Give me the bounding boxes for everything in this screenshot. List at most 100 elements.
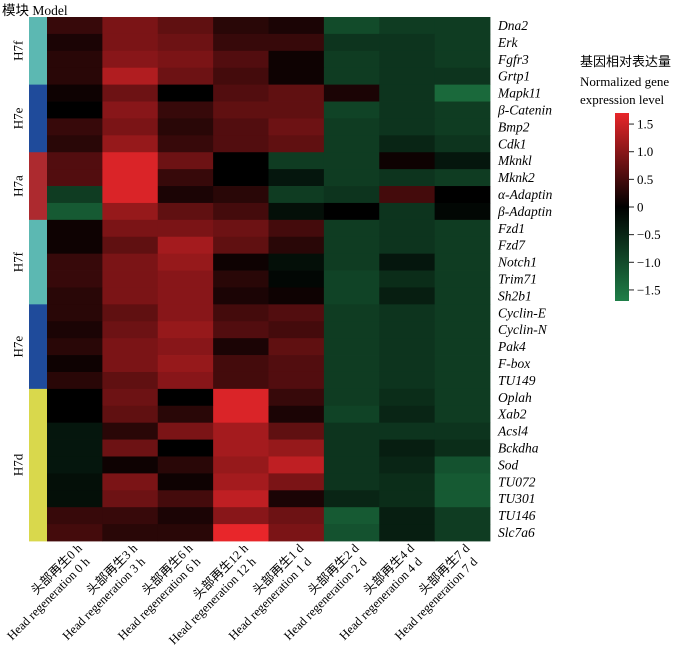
heatmap-cell (213, 388, 269, 407)
heatmap-cell (213, 67, 269, 86)
heatmap-cell (157, 270, 214, 288)
heatmap-cell (102, 17, 159, 35)
heatmap-cell (379, 33, 436, 52)
heatmap-cell (323, 135, 380, 153)
gene-label: Grtp1 (498, 69, 530, 84)
gene-label: α-Adaptin (498, 187, 553, 202)
heatmap-cell (213, 456, 269, 474)
module-label: H7a (11, 175, 26, 197)
heatmap-cell (434, 236, 491, 255)
heatmap-cell (434, 135, 491, 153)
heatmap-cell (47, 321, 103, 339)
module-label: H7f (11, 251, 26, 272)
heatmap-cell (157, 236, 214, 255)
heatmap-cell (47, 287, 103, 305)
heatmap-cell (157, 17, 214, 35)
heatmap-cell (434, 338, 491, 356)
heatmap-cell (379, 524, 436, 542)
heatmap-cell (379, 118, 436, 136)
heatmap-cell (268, 371, 325, 390)
module-label: H7e (11, 107, 26, 129)
gene-label: TU301 (498, 491, 536, 506)
heatmap-cell (268, 67, 325, 86)
heatmap-cell (102, 186, 159, 204)
heatmap-cell (323, 152, 380, 170)
heatmap-cell (434, 202, 491, 221)
heatmap-cell (102, 388, 159, 407)
heatmap-cell (102, 270, 159, 288)
heatmap-cell (213, 405, 269, 424)
heatmap-cell (323, 338, 380, 356)
heatmap-cell (268, 422, 325, 440)
heatmap-cell (47, 405, 103, 424)
heatmap-cell (102, 338, 159, 356)
heatmap-cell (323, 33, 380, 52)
heatmap-cell (434, 118, 491, 136)
gene-label: Acsl4 (497, 424, 528, 439)
colorbar-tick-label: −1.0 (637, 255, 661, 270)
gene-label: Sod (498, 457, 519, 472)
heatmap-cell (102, 202, 159, 221)
heatmap-cell (268, 236, 325, 255)
heatmap-cell (268, 321, 325, 339)
heatmap-cell (268, 50, 325, 69)
heatmap-cells (47, 17, 491, 542)
heatmap-cell (47, 152, 103, 170)
heatmap-cell (213, 507, 269, 525)
gene-label: Fgfr3 (497, 52, 529, 67)
heatmap-cell (102, 524, 159, 542)
heatmap-cell (323, 186, 380, 204)
heatmap-cell (213, 186, 269, 204)
heatmap-cell (47, 338, 103, 356)
heatmap-cell (434, 219, 491, 238)
heatmap-cell (213, 355, 269, 373)
legend-title-en-2: expression level (580, 92, 665, 107)
gene-label: Cdk1 (498, 136, 527, 151)
heatmap-cell (434, 388, 491, 407)
heatmap-cell (268, 507, 325, 525)
module-band (29, 304, 47, 390)
heatmap-cell (323, 50, 380, 69)
heatmap-cell (434, 253, 491, 271)
heatmap-cell (47, 118, 103, 136)
heatmap-cell (47, 456, 103, 474)
heatmap-cell (379, 371, 436, 390)
heatmap-cell (268, 219, 325, 238)
heatmap-cell (47, 253, 103, 271)
gene-label: F-box (497, 356, 530, 371)
heatmap-cell (102, 253, 159, 271)
heatmap-cell (157, 101, 214, 119)
heatmap-cell (157, 118, 214, 136)
heatmap-cell (102, 456, 159, 474)
heatmap-cell (323, 84, 380, 102)
heatmap-cell (213, 118, 269, 136)
heatmap-cell (323, 202, 380, 221)
module-label: H7f (11, 40, 26, 61)
heatmap-cell (268, 186, 325, 204)
module-label: H7e (11, 336, 26, 358)
heatmap-cell (323, 236, 380, 255)
heatmap-cell (47, 524, 103, 542)
heatmap-cell (47, 507, 103, 525)
heatmap-cell (434, 33, 491, 52)
heatmap-cell (379, 473, 436, 491)
heatmap-cell (213, 236, 269, 255)
heatmap-cell (379, 355, 436, 373)
heatmap-cell (157, 473, 214, 491)
heatmap-cell (213, 135, 269, 153)
heatmap-cell (47, 219, 103, 238)
heatmap-cell (323, 304, 380, 322)
heatmap-cell (102, 490, 159, 508)
colorbar (615, 113, 629, 301)
heatmap-cell (213, 50, 269, 69)
gene-label: Dna2 (497, 18, 528, 33)
heatmap-cell (213, 219, 269, 238)
gene-label: β-Catenin (497, 102, 552, 117)
heatmap-cell (47, 473, 103, 491)
legend-title-en-1: Normalized gene (580, 74, 669, 89)
heatmap-cell (102, 236, 159, 255)
heatmap-cell (323, 524, 380, 542)
heatmap-cell (157, 456, 214, 474)
heatmap-cell (157, 287, 214, 305)
